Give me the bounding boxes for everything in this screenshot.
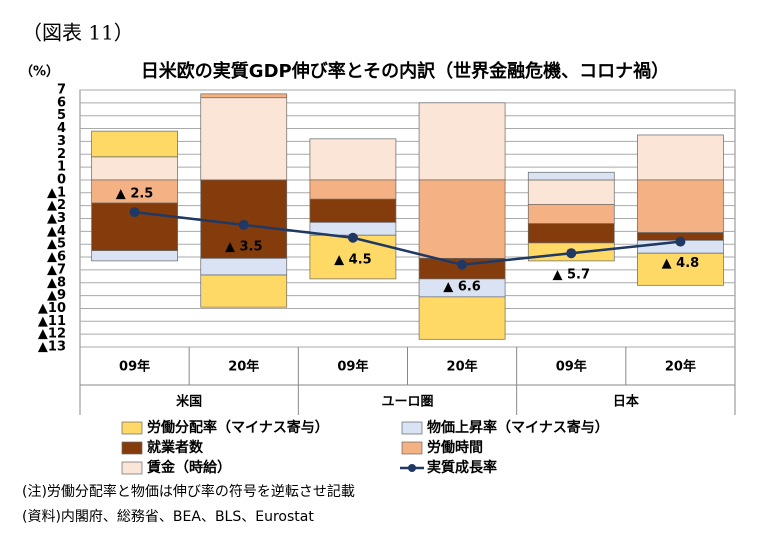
y-tick-label: 7	[57, 83, 66, 98]
x-tick-label: 20年	[228, 359, 259, 375]
legend-label: 労働分配率（マイナス寄与）	[147, 419, 329, 436]
y-tick-label: ▲5	[47, 237, 66, 252]
x-tick-label: 09年	[119, 359, 150, 375]
value-label: ▲ 2.5	[116, 187, 154, 202]
bar-segment	[309, 138, 397, 181]
legend-swatch	[121, 421, 143, 435]
y-tick-label: ▲1	[47, 185, 66, 200]
bar-segment	[418, 102, 506, 181]
bar-segment	[637, 134, 724, 181]
y-tick-label: 5	[57, 108, 66, 123]
legend-label: 実質成長率	[427, 459, 497, 476]
y-tick-label: ▲9	[47, 288, 66, 303]
y-tick-label: 1	[57, 160, 66, 175]
y-tick-label: ▲3	[47, 211, 66, 226]
legend-label: 物価上昇率（マイナス寄与）	[427, 419, 609, 436]
note: (注)労働分配率と物価は伸び率の符号を逆転させ記載	[22, 483, 355, 500]
x-tick-label: 20年	[447, 359, 478, 375]
bar-segment	[527, 171, 615, 181]
bar-segment	[309, 179, 397, 200]
bar-segment	[91, 156, 178, 181]
bar-segment	[91, 250, 178, 262]
y-tick-label: ▲12	[38, 327, 66, 342]
value-label: ▲ 4.5	[334, 252, 372, 267]
value-label: ▲ 4.8	[662, 256, 700, 271]
growth-point	[129, 207, 140, 218]
y-tick-label: ▲4	[47, 224, 66, 239]
bar-segment	[527, 223, 615, 244]
growth-point	[238, 219, 249, 230]
y-tick-label: ▲13	[38, 340, 66, 355]
y-tick-label: 3	[57, 134, 66, 149]
bar-segment	[637, 179, 724, 233]
y-tick-label: ▲6	[47, 250, 66, 265]
y-tick-label: ▲10	[38, 301, 66, 316]
bar-segment	[309, 198, 397, 223]
y-tick-label: 4	[57, 121, 66, 136]
growth-point	[566, 248, 577, 259]
legend-swatch	[401, 441, 423, 455]
bar-segment	[527, 204, 615, 224]
legend-swatch	[401, 421, 423, 435]
legend-label: 就業者数	[147, 439, 204, 456]
bar-segment	[200, 257, 288, 276]
bar-segment	[527, 179, 615, 205]
y-tick-label: ▲2	[47, 198, 66, 213]
legend-label: 労働時間	[427, 439, 483, 456]
bar-segment	[200, 97, 288, 181]
group-label: 米国	[176, 394, 202, 410]
chart-title: 日米欧の実質GDP伸び率とその内訳（世界金融危機、コロナ禍）	[141, 60, 669, 82]
y-tick-label: ▲11	[38, 314, 66, 329]
y-unit: （%）	[20, 64, 59, 80]
bar-segment	[91, 130, 178, 158]
value-label: ▲ 3.5	[225, 239, 263, 254]
bar-segment	[418, 296, 506, 340]
growth-line	[134, 210, 681, 267]
legend-label: 賃金（時給）	[146, 459, 231, 476]
note: (資料)内閣府、総務省、BEA、BLS、Eurostat	[22, 509, 314, 525]
y-tick-label: ▲7	[47, 262, 66, 277]
bar-segment	[200, 93, 288, 99]
y-tick-label: 0	[57, 172, 66, 187]
y-tick-label: 6	[57, 95, 66, 110]
value-label: ▲ 5.7	[552, 268, 590, 283]
bar-segment	[418, 179, 506, 259]
bar-segment	[637, 252, 724, 286]
legend-swatch	[408, 464, 416, 472]
growth-point	[347, 232, 358, 243]
legend-swatch	[121, 441, 143, 455]
x-tick-label: 20年	[665, 359, 696, 375]
y-tick-label: ▲8	[47, 275, 66, 290]
group-label: 日本	[613, 394, 639, 410]
legend-swatch	[121, 461, 143, 475]
figure-label: （図表 11）	[22, 21, 134, 45]
group-label: ユーロ圏	[381, 395, 433, 410]
x-tick-label: 09年	[337, 359, 368, 375]
value-label: ▲ 6.6	[443, 279, 481, 294]
x-tick-label: 09年	[556, 359, 587, 375]
growth-point	[457, 259, 468, 270]
growth-point	[675, 236, 686, 247]
bar-segment	[200, 179, 288, 259]
bar-segment	[200, 274, 288, 308]
y-tick-label: 2	[57, 147, 66, 162]
